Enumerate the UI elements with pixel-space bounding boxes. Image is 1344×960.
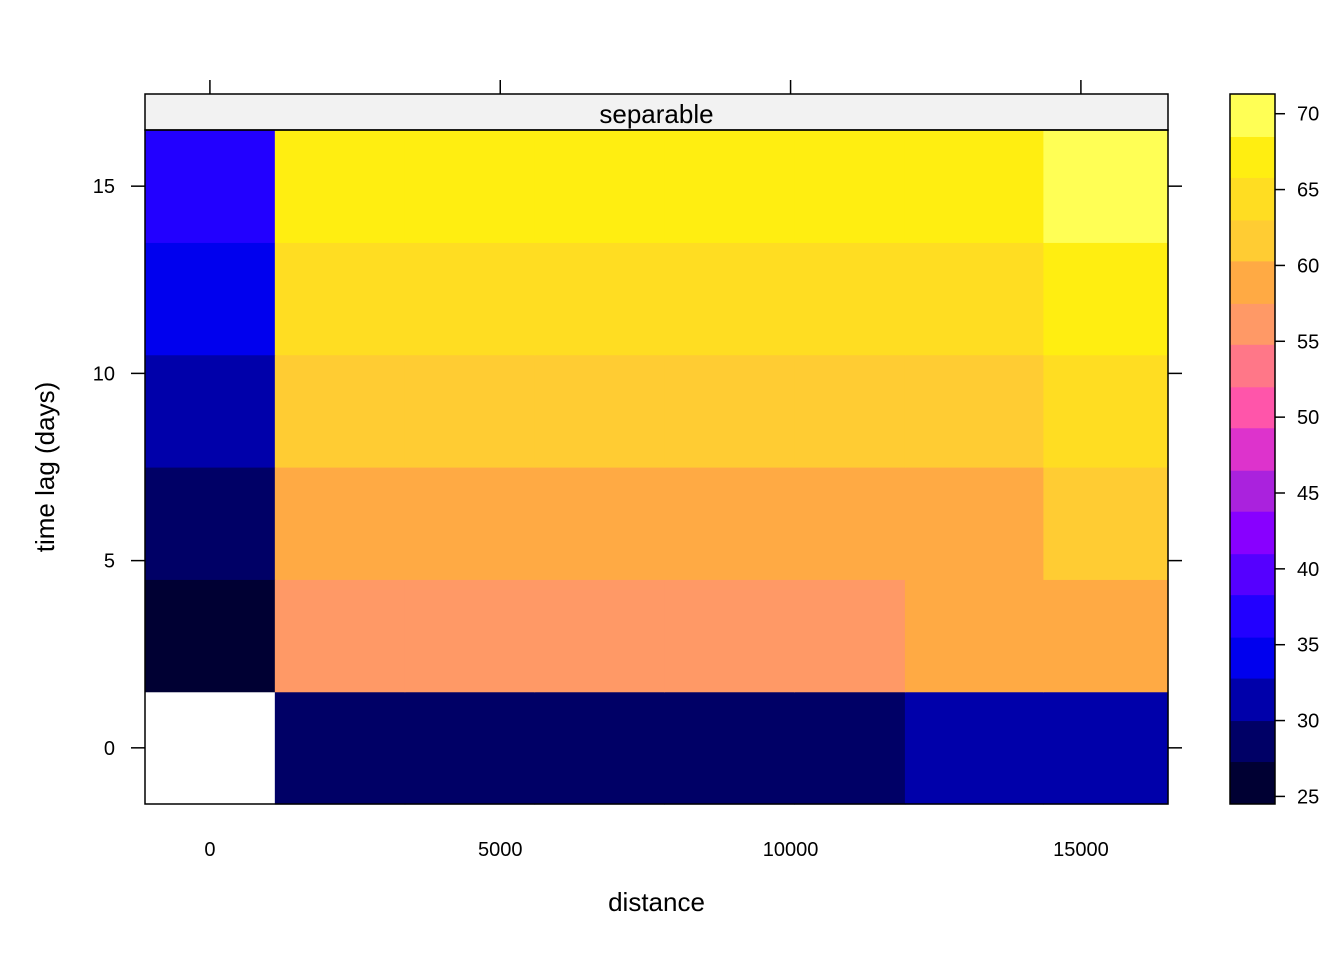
y-axis-title: time lag (days) — [30, 382, 60, 553]
heatmap-cell — [904, 579, 1044, 693]
heatmap-cell — [274, 130, 406, 243]
color-key-swatch — [1230, 720, 1275, 763]
heatmap-cell — [904, 354, 1044, 468]
heatmap-cell — [534, 242, 665, 356]
color-key-swatch — [1230, 386, 1275, 429]
color-key-tick-label: 50 — [1297, 407, 1319, 429]
y-tick-label: 10 — [93, 363, 115, 385]
color-key-swatch — [1230, 427, 1275, 471]
heatmap-cell — [404, 579, 536, 693]
color-key: 25 30 35 40 45 50 55 60 65 70 — [1229, 93, 1319, 808]
heatmap-cell — [794, 130, 906, 243]
x-axis: 0 5000 10000 15000 — [204, 80, 1109, 861]
heatmap-cell — [274, 579, 406, 693]
x-axis-title: distance — [608, 887, 705, 917]
heatmap-cell — [145, 130, 276, 243]
x-tick-label: 10000 — [763, 839, 819, 861]
color-key-tick-label: 25 — [1297, 786, 1319, 808]
color-key-swatch — [1230, 219, 1275, 262]
heatmap-cell — [664, 467, 795, 580]
color-key-swatch — [1230, 511, 1275, 555]
heatmap-cell — [664, 579, 795, 693]
heatmap-cell — [274, 242, 406, 356]
heatmap-cell — [404, 130, 536, 243]
y-tick-label: 0 — [104, 738, 115, 760]
heatmap-cell — [145, 242, 276, 356]
color-key-frame — [1229, 93, 1276, 805]
heatmap-cell — [534, 579, 665, 693]
panel-strip-label: separable — [599, 99, 713, 129]
heatmap-cell — [664, 242, 795, 356]
heatmap-cell — [534, 354, 665, 468]
heatmap-cell — [664, 691, 795, 805]
color-key-tick-label: 60 — [1297, 255, 1319, 277]
heatmap-cell — [904, 130, 1044, 243]
heatmap-cell — [1043, 354, 1169, 468]
y-tick-label: 5 — [104, 551, 115, 573]
heatmap-cell — [1043, 579, 1169, 693]
color-key-swatch — [1230, 136, 1275, 178]
color-key-swatch — [1230, 470, 1275, 512]
color-key-swatch — [1230, 761, 1275, 805]
y-tick-label: 15 — [93, 176, 115, 198]
color-key-swatch — [1230, 594, 1275, 638]
heatmap-cell — [534, 130, 665, 243]
heatmap-cell — [145, 467, 276, 580]
heatmap-cell — [534, 691, 665, 805]
heatmap-cell — [274, 354, 406, 468]
heatmap-cell — [145, 354, 276, 468]
color-key-tick-label: 70 — [1297, 104, 1319, 126]
heatmap-cell — [794, 354, 906, 468]
color-key-tick-label: 45 — [1297, 483, 1319, 505]
color-key-swatch — [1230, 678, 1275, 722]
heatmap-cell — [404, 354, 536, 468]
color-key-tick-label: 40 — [1297, 559, 1319, 581]
color-key-swatch — [1230, 344, 1275, 388]
heatmap-cell — [794, 691, 906, 805]
color-key-tick-label: 65 — [1297, 180, 1319, 202]
heatmap-cell — [404, 691, 536, 805]
heatmap-cell — [664, 130, 795, 243]
heatmap-cell — [794, 467, 906, 580]
heatmap-cell — [904, 242, 1044, 356]
y-axis: 0 5 10 15 — [93, 176, 1182, 760]
heatmap-cell — [1043, 691, 1169, 805]
heatmap-cell — [274, 691, 406, 805]
heatmap-cell — [145, 579, 276, 693]
heatmap-cell — [534, 467, 665, 580]
plot-frame — [144, 129, 1169, 805]
color-key-tick-label: 30 — [1297, 711, 1319, 733]
heatmap-cells — [145, 130, 1169, 805]
color-key-swatch — [1230, 177, 1275, 221]
color-key-tick-label: 35 — [1297, 635, 1319, 657]
x-tick-label: 0 — [204, 839, 215, 861]
x-tick-label: 15000 — [1053, 839, 1109, 861]
heatmap-cell — [794, 579, 906, 693]
color-key-swatch — [1230, 94, 1275, 137]
heatmap-cell — [664, 354, 795, 468]
color-key-swatch — [1230, 637, 1275, 679]
heatmap-cell — [274, 467, 406, 580]
heatmap-cell — [904, 467, 1044, 580]
x-tick-label: 5000 — [478, 839, 523, 861]
color-key-swatch — [1230, 553, 1275, 596]
color-key-swatch — [1230, 303, 1275, 345]
heatmap-cell — [904, 691, 1044, 805]
heatmap-cell — [404, 242, 536, 356]
color-key-tick-label: 55 — [1297, 331, 1319, 353]
heatmap-cell — [1043, 242, 1169, 356]
heatmap-cell — [1043, 467, 1169, 580]
heatmap-cell — [404, 467, 536, 580]
panel-strip — [144, 93, 1169, 131]
heatmap-cell — [1043, 130, 1169, 243]
heatmap-cell — [794, 242, 906, 356]
color-key-swatch — [1230, 260, 1275, 304]
